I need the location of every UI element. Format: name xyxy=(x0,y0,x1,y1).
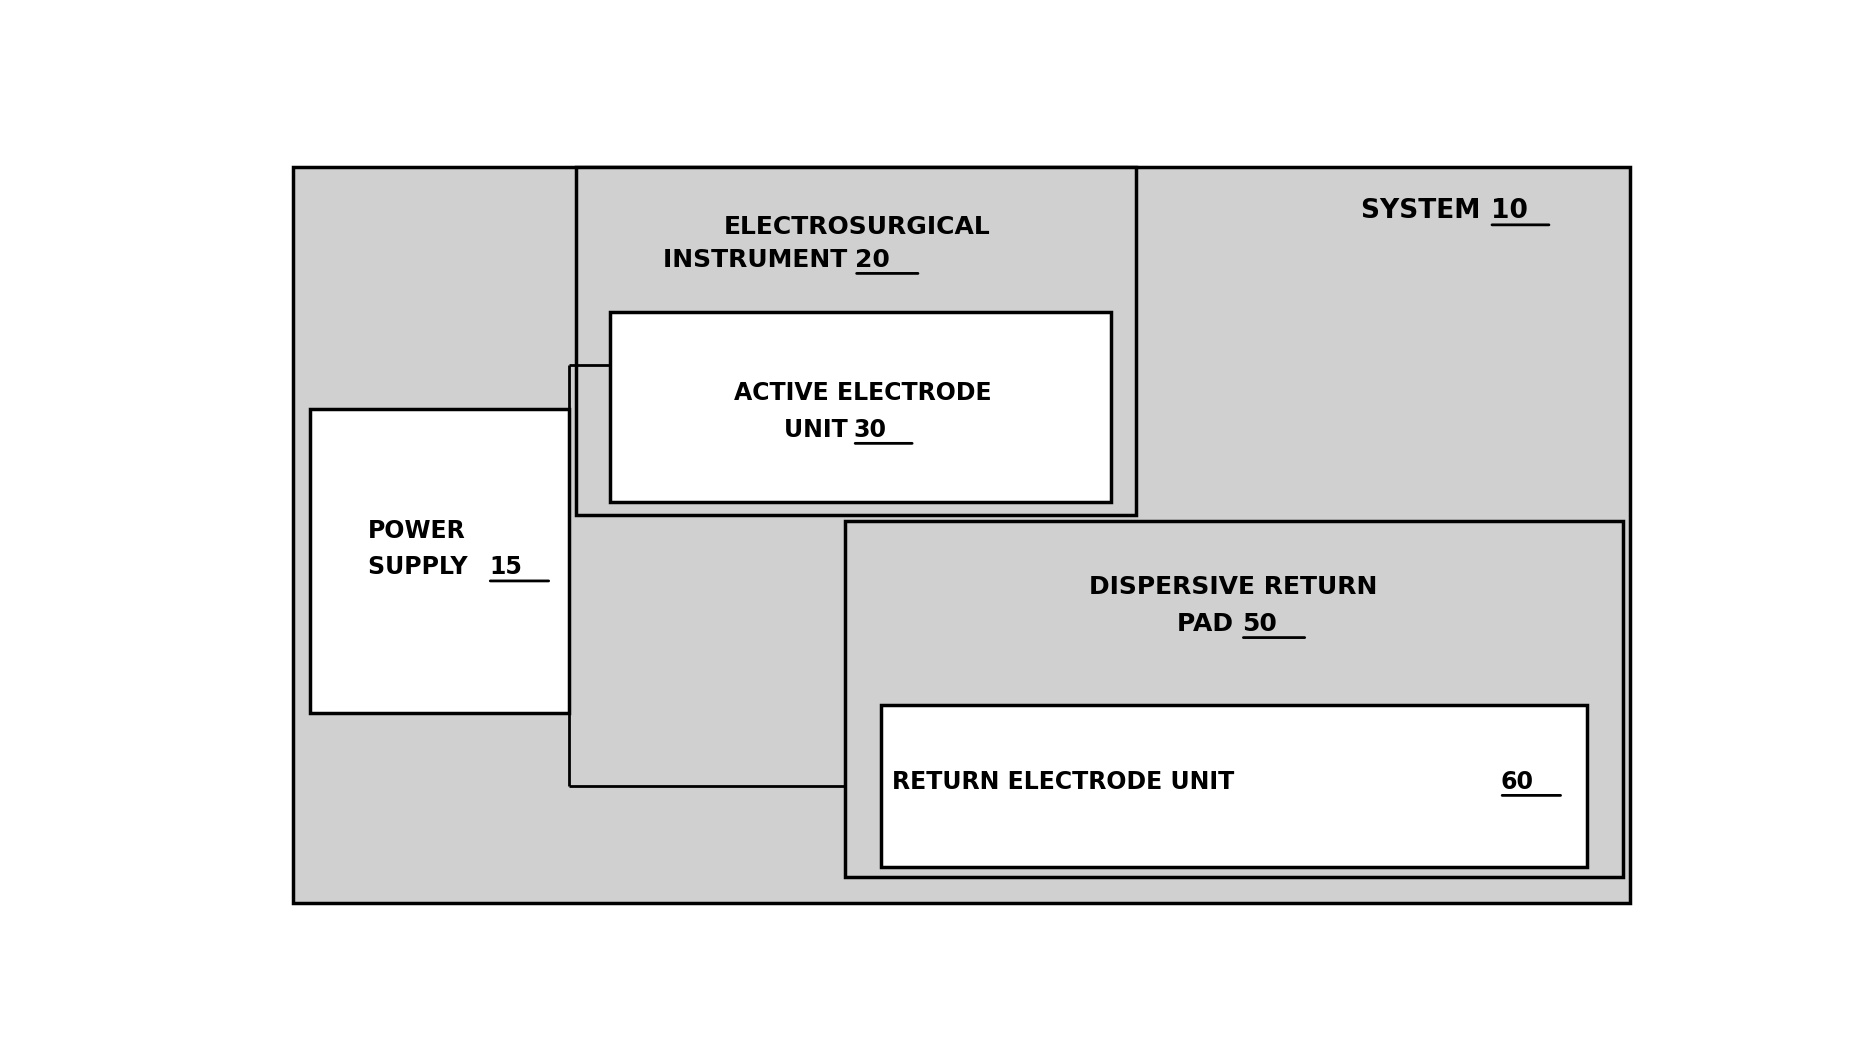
Text: 20: 20 xyxy=(855,248,891,271)
FancyBboxPatch shape xyxy=(610,312,1111,502)
Text: POWER: POWER xyxy=(368,519,465,542)
Text: 60: 60 xyxy=(1501,769,1535,794)
FancyBboxPatch shape xyxy=(844,521,1623,878)
Text: SUPPLY: SUPPLY xyxy=(368,555,477,579)
Text: 10: 10 xyxy=(1491,198,1527,224)
Text: ACTIVE ELECTRODE: ACTIVE ELECTRODE xyxy=(734,382,991,406)
Text: UNIT: UNIT xyxy=(784,417,855,441)
FancyBboxPatch shape xyxy=(882,705,1587,867)
Text: PAD: PAD xyxy=(1176,612,1242,636)
FancyBboxPatch shape xyxy=(293,166,1630,903)
Text: 15: 15 xyxy=(490,555,522,579)
Text: 30: 30 xyxy=(854,417,887,441)
Text: RETURN ELECTRODE UNIT: RETURN ELECTRODE UNIT xyxy=(891,769,1251,794)
Text: ELECTROSURGICAL: ELECTROSURGICAL xyxy=(724,215,991,240)
FancyBboxPatch shape xyxy=(576,167,1137,515)
Text: SYSTEM: SYSTEM xyxy=(1362,198,1490,224)
Text: INSTRUMENT: INSTRUMENT xyxy=(664,248,857,271)
Text: DISPERSIVE RETURN: DISPERSIVE RETURN xyxy=(1090,575,1377,599)
Text: 50: 50 xyxy=(1242,612,1278,636)
FancyBboxPatch shape xyxy=(310,409,568,713)
